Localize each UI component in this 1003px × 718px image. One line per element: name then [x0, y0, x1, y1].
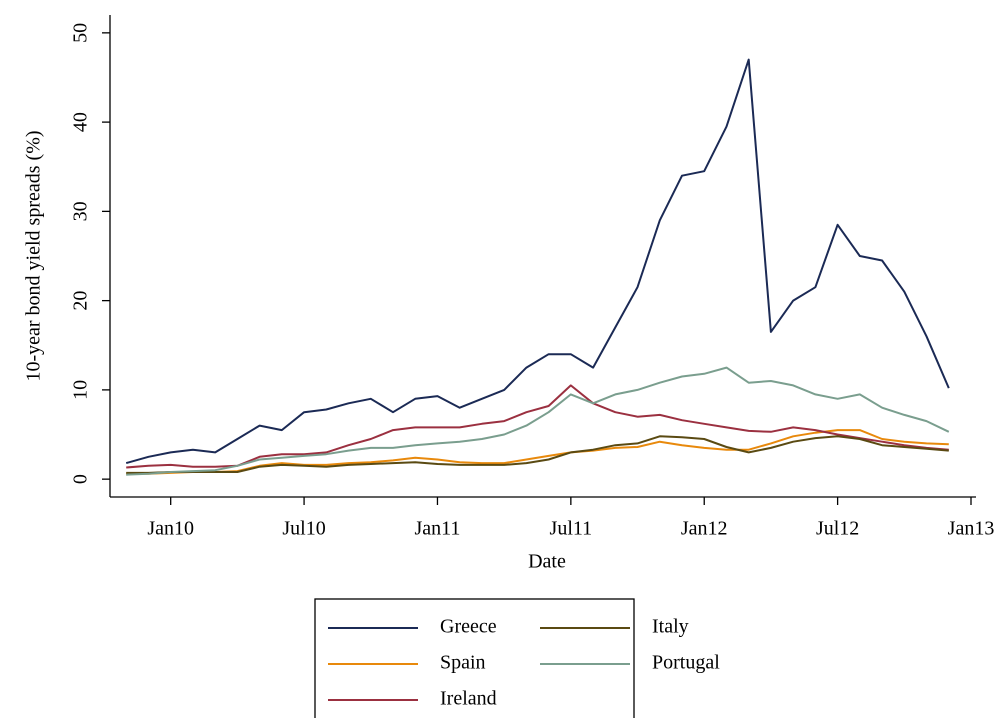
series-line: [126, 366, 950, 476]
x-tick-label: Jul12: [816, 518, 859, 540]
legend-label: Ireland: [440, 688, 497, 710]
x-tick-label: Jan13: [948, 518, 995, 540]
legend-label: Spain: [440, 652, 486, 674]
series-line: [126, 429, 949, 475]
legend-label: Portugal: [652, 652, 720, 674]
x-tick-label: Jul10: [282, 518, 325, 540]
y-tick-label: 0: [70, 474, 92, 484]
y-tick-label: 20: [70, 291, 92, 311]
legend-box: [314, 598, 635, 718]
series-line: [126, 384, 949, 469]
series-line: [126, 435, 949, 474]
y-tick-label: 30: [70, 201, 92, 221]
x-tick-label: Jul11: [550, 518, 593, 540]
x-axis-title: Date: [528, 551, 566, 573]
x-tick-label: Jan12: [681, 518, 728, 540]
y-tick-label: 50: [70, 23, 92, 43]
legend-label: Italy: [652, 616, 689, 638]
y-tick-label: 40: [70, 112, 92, 132]
x-tick-label: Jan10: [147, 518, 194, 540]
y-tick-label: 10: [70, 380, 92, 400]
series-line: [125, 58, 950, 465]
legend-label: Greece: [440, 616, 497, 638]
y-axis-title: 10-year bond yield spreads (%): [23, 130, 45, 381]
x-tick-label: Jan11: [415, 518, 461, 540]
